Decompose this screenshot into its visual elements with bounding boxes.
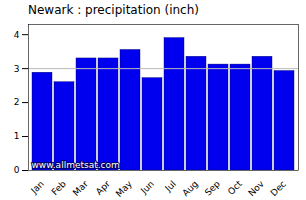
svg-text:Sep: Sep bbox=[203, 179, 222, 198]
svg-text:Jun: Jun bbox=[138, 179, 156, 197]
svg-text:Apr: Apr bbox=[94, 179, 112, 197]
svg-text:1: 1 bbox=[14, 131, 20, 141]
svg-text:Dec: Dec bbox=[269, 179, 288, 198]
svg-text:Oct: Oct bbox=[226, 178, 244, 196]
svg-text:Nov: Nov bbox=[246, 178, 266, 198]
svg-text:4: 4 bbox=[14, 30, 20, 40]
svg-text:May: May bbox=[114, 178, 135, 199]
html-text:Newark : precipitation (inch): Newark : precipitation (inch) bbox=[28, 3, 199, 17]
svg-text:0: 0 bbox=[14, 165, 20, 175]
svg-text:Mar: Mar bbox=[71, 178, 90, 197]
svg-text:Jan: Jan bbox=[28, 179, 46, 197]
svg-text:Aug: Aug bbox=[180, 179, 200, 199]
svg-text:www.allmetsat.com: www.allmetsat.com bbox=[32, 160, 120, 170]
svg-text:3: 3 bbox=[14, 64, 20, 74]
svg-text:Jul: Jul bbox=[162, 179, 177, 194]
svg-text:2: 2 bbox=[14, 97, 20, 107]
svg-text:Feb: Feb bbox=[50, 179, 69, 198]
